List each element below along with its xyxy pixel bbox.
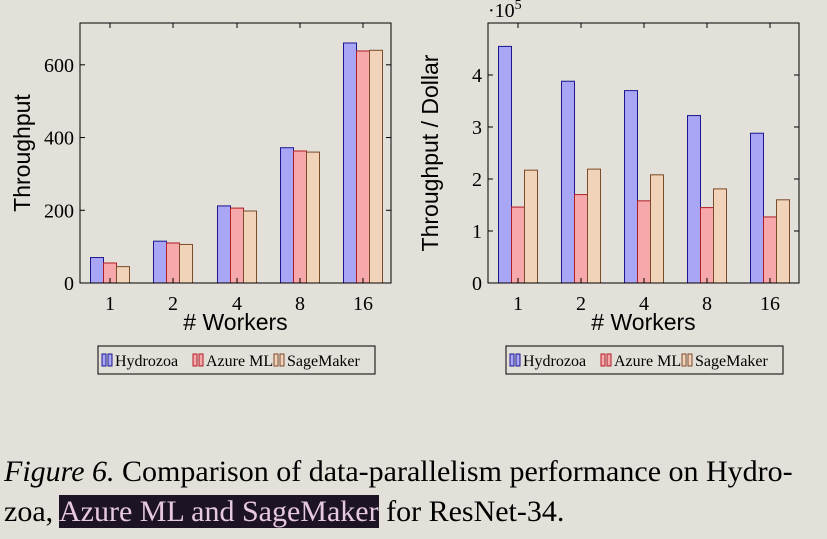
chart1-xtick-label: 2: [168, 293, 178, 315]
chart1-legend-swatch: [192, 353, 198, 367]
chart1-ytick-label: 0: [64, 273, 74, 295]
chart2-bar-azure-ml-8: [700, 207, 714, 284]
chart1-xtick-label: 4: [232, 293, 242, 315]
chart1-ytick-label: 400: [44, 128, 74, 150]
chart2-legend-swatch: [515, 353, 521, 367]
chart2-bar-hydrozoa-8: [687, 115, 701, 284]
chart2-bar-azure-ml-4: [637, 200, 651, 284]
caption-highlight: Azure ML and SageMaker: [58, 495, 379, 528]
chart2-ytick-label: 4: [472, 65, 482, 87]
chart2-ytick-label: 2: [472, 169, 482, 191]
chart2-xlabel: # Workers: [591, 309, 695, 335]
chart1-legend-label: SageMaker: [287, 353, 361, 370]
chart2-legend-label: Azure ML: [614, 353, 681, 370]
chart2-ytick-label: 3: [472, 117, 482, 139]
chart2-bar-sagemaker-1: [524, 169, 538, 284]
chart2-ytick-label: 0: [472, 273, 482, 295]
chart2-legend-label: Hydrozoa: [523, 353, 586, 370]
chart1-bar-hydrozoa-2: [153, 240, 167, 284]
chart2-bar-hydrozoa-16: [750, 132, 764, 284]
chart1-bar-sagemaker-4: [243, 210, 257, 284]
caption-text-after: for ResNet-34.: [378, 495, 565, 528]
chart1-legend-swatch: [107, 353, 113, 367]
chart1-xtick-label: 8: [295, 293, 305, 315]
chart1-bar-hydrozoa-8: [280, 147, 294, 284]
chart1-bar-hydrozoa-1: [90, 257, 104, 284]
chart1-bar-sagemaker-8: [306, 151, 320, 284]
chart1-bar-azure-ml-4: [230, 207, 244, 284]
chart1-bar-azure-ml-2: [166, 242, 180, 284]
chart2-xtick-label: 8: [702, 293, 712, 315]
chart1-legend-label: Hydrozoa: [115, 353, 178, 370]
chart2-scale-label: ·105: [488, 0, 522, 22]
chart1-legend-swatch: [101, 353, 107, 367]
chart1-xtick-label: 16: [353, 293, 373, 315]
chart2-legend-swatch: [606, 353, 612, 367]
figure-caption: Figure 6. Comparison of data-parallelism…: [4, 452, 824, 532]
chart1-bar-hydrozoa-4: [217, 205, 231, 284]
chart1-ytick-label: 200: [44, 200, 74, 222]
caption-text-before: Comparison of data-parallelism performan…: [4, 455, 793, 528]
chart1-ylabel: Throughput: [9, 94, 35, 212]
chart1-legend-swatch: [273, 353, 279, 367]
chart2-ylabel: Throughput / Dollar: [417, 54, 443, 251]
chart2-bar-azure-ml-2: [574, 194, 588, 284]
chart2-bar-sagemaker-8: [713, 188, 727, 284]
chart2-xtick-label: 1: [513, 293, 523, 315]
chart1-bar-sagemaker-1: [116, 266, 130, 284]
chart2-xtick-label: 16: [760, 293, 780, 315]
chart2-legend-label: SageMaker: [695, 353, 769, 370]
chart2-bar-hydrozoa-2: [561, 80, 575, 284]
chart1-plot-frame: [79, 22, 392, 284]
chart2-bar-sagemaker-2: [587, 168, 601, 284]
chart1-bar-hydrozoa-16: [343, 42, 357, 284]
chart2-bar-hydrozoa-4: [624, 90, 638, 284]
chart2-legend-box: [505, 345, 784, 375]
chart2-bar-azure-ml-16: [763, 216, 777, 284]
caption-label: Figure 6.: [4, 455, 115, 488]
chart1-legend-swatch: [279, 353, 285, 367]
chart1-xtick-label: 1: [105, 293, 115, 315]
chart1-bar-sagemaker-16: [369, 49, 383, 284]
chart1-bar-azure-ml-8: [293, 150, 307, 284]
chart1-bar-azure-ml-16: [356, 50, 370, 284]
chart2-legend-swatch: [509, 353, 515, 367]
chart2-ytick-label: 1: [472, 221, 482, 243]
chart1-legend-box: [97, 345, 376, 375]
chart1-bar-sagemaker-2: [179, 243, 193, 284]
chart1-ytick-label: 600: [44, 55, 74, 77]
chart1-xlabel: # Workers: [183, 309, 287, 335]
chart2-xtick-label: 2: [576, 293, 586, 315]
chart2-bar-azure-ml-1: [511, 206, 525, 284]
chart2-legend-swatch: [687, 353, 693, 367]
chart2-xtick-label: 4: [639, 293, 649, 315]
chart1-legend-swatch: [198, 353, 204, 367]
chart1-legend-label: Azure ML: [206, 353, 273, 370]
chart2-bar-hydrozoa-1: [498, 45, 512, 284]
chart2-bar-sagemaker-4: [650, 174, 664, 284]
chart2-legend-swatch: [681, 353, 687, 367]
chart2-legend-swatch: [600, 353, 606, 367]
chart2-bar-sagemaker-16: [776, 199, 790, 284]
